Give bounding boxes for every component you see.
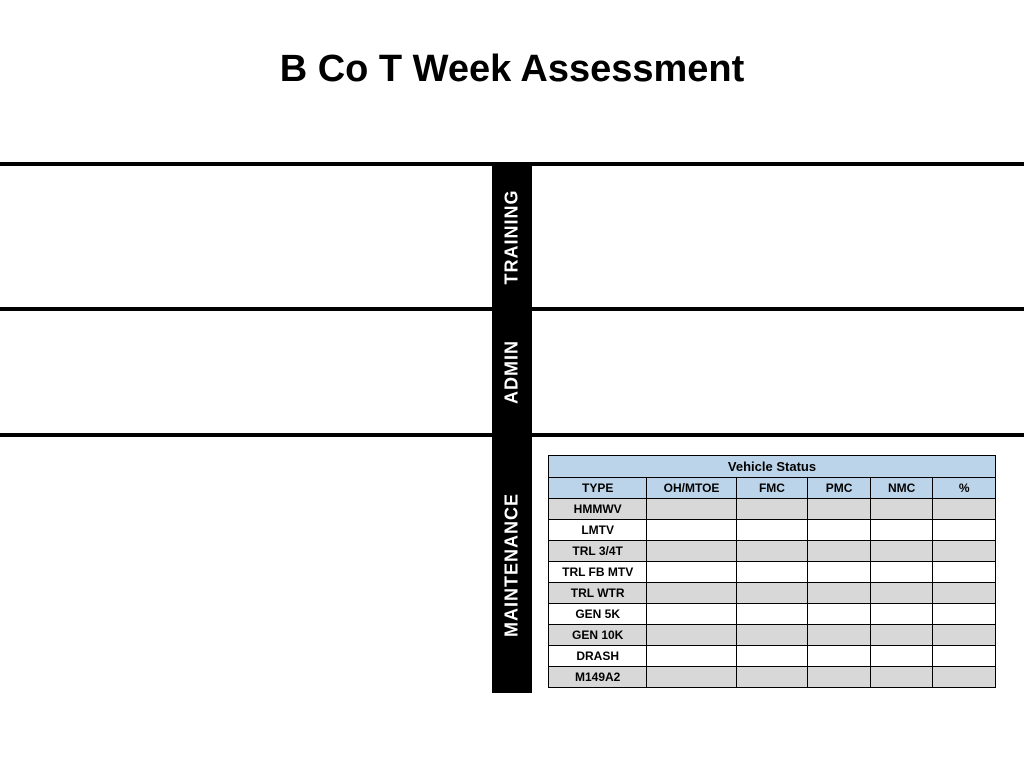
table-cell: [647, 562, 736, 583]
page-title: B Co T Week Assessment: [0, 48, 1024, 91]
table-cell: [808, 604, 871, 625]
table-row: LMTV: [549, 520, 996, 541]
table-cell: [808, 562, 871, 583]
table-header-cell: %: [933, 478, 996, 499]
table-cell: LMTV: [549, 520, 647, 541]
section-spine-maintenance: MAINTENANCE: [492, 437, 532, 693]
table-cell: [870, 646, 933, 667]
vehicle-status-table: Vehicle Status TYPEOH/MTOEFMCPMCNMC% HMM…: [548, 455, 996, 688]
table-cell: [808, 583, 871, 604]
table-header-cell: NMC: [870, 478, 933, 499]
section-spine-training: TRAINING: [492, 166, 532, 307]
table-row: HMMWV: [549, 499, 996, 520]
table-header-cell: FMC: [736, 478, 808, 499]
table-row: M149A2: [549, 667, 996, 688]
table-cell: [933, 604, 996, 625]
table-row: GEN 5K: [549, 604, 996, 625]
table-cell: [736, 625, 808, 646]
table-cell: [736, 562, 808, 583]
table-cell: [736, 541, 808, 562]
table-cell: [736, 499, 808, 520]
table-title: Vehicle Status: [549, 456, 996, 478]
table-cell: [808, 520, 871, 541]
table-cell: [736, 520, 808, 541]
table-cell: [870, 583, 933, 604]
table-cell: [647, 667, 736, 688]
section-label: TRAINING: [502, 189, 523, 284]
vehicle-status-table-wrap: Vehicle Status TYPEOH/MTOEFMCPMCNMC% HMM…: [548, 455, 996, 688]
table-row: GEN 10K: [549, 625, 996, 646]
table-cell: [808, 625, 871, 646]
table-cell: [647, 541, 736, 562]
table-cell: [647, 646, 736, 667]
table-header-cell: PMC: [808, 478, 871, 499]
table-cell: TRL 3/4T: [549, 541, 647, 562]
table-cell: DRASH: [549, 646, 647, 667]
table-cell: [933, 583, 996, 604]
table-cell: [647, 499, 736, 520]
table-row: DRASH: [549, 646, 996, 667]
table-row: TRL FB MTV: [549, 562, 996, 583]
table-cell: TRL WTR: [549, 583, 647, 604]
section-label: ADMIN: [502, 340, 523, 404]
table-cell: [647, 583, 736, 604]
table-cell: [933, 499, 996, 520]
table-cell: M149A2: [549, 667, 647, 688]
table-cell: [933, 667, 996, 688]
table-cell: [647, 625, 736, 646]
table-cell: [736, 646, 808, 667]
table-cell: [736, 667, 808, 688]
table-cell: [808, 541, 871, 562]
table-cell: [933, 646, 996, 667]
table-row: TRL WTR: [549, 583, 996, 604]
table-cell: [808, 646, 871, 667]
table-cell: [870, 604, 933, 625]
table-cell: GEN 10K: [549, 625, 647, 646]
table-header-row: TYPEOH/MTOEFMCPMCNMC%: [549, 478, 996, 499]
section-label: MAINTENANCE: [502, 493, 523, 637]
page-root: B Co T Week Assessment TRAINING ADMIN MA…: [0, 0, 1024, 768]
table-header-cell: TYPE: [549, 478, 647, 499]
table-cell: TRL FB MTV: [549, 562, 647, 583]
table-cell: [808, 499, 871, 520]
table-cell: [736, 583, 808, 604]
table-cell: GEN 5K: [549, 604, 647, 625]
section-spine-admin: ADMIN: [492, 311, 532, 433]
table-cell: [870, 667, 933, 688]
table-cell: [736, 604, 808, 625]
table-cell: [933, 541, 996, 562]
table-cell: [870, 499, 933, 520]
table-cell: HMMWV: [549, 499, 647, 520]
table-cell: [808, 667, 871, 688]
table-cell: [933, 520, 996, 541]
table-cell: [870, 625, 933, 646]
table-cell: [933, 625, 996, 646]
table-row: TRL 3/4T: [549, 541, 996, 562]
table-cell: [870, 541, 933, 562]
table-cell: [647, 604, 736, 625]
table-header-cell: OH/MTOE: [647, 478, 736, 499]
table-cell: [933, 562, 996, 583]
table-cell: [647, 520, 736, 541]
table-cell: [870, 562, 933, 583]
table-cell: [870, 520, 933, 541]
table-body: HMMWVLMTVTRL 3/4TTRL FB MTVTRL WTRGEN 5K…: [549, 499, 996, 688]
